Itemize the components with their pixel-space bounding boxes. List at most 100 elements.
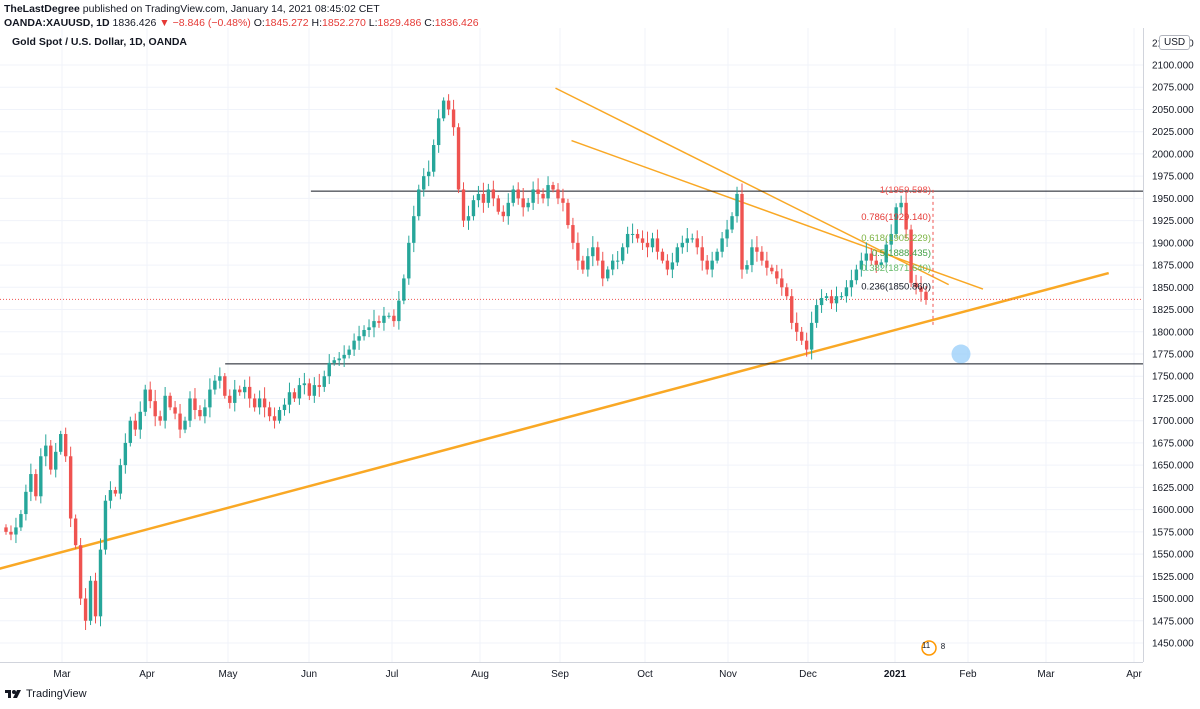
price-axis-bg: [1143, 28, 1200, 688]
candle-body: [804, 340, 809, 350]
trendline-descending-lower: [571, 139, 984, 290]
candle-body: [501, 211, 505, 217]
candle-body: [725, 229, 729, 239]
price-chart[interactable]: 1958.1901763.9281836.42614:14:59 1(1959.…: [0, 28, 1200, 688]
down-arrow-icon: ▼: [159, 17, 170, 29]
time-tick-label: Apr: [139, 669, 155, 680]
candle-body: [327, 362, 331, 377]
candle-body: [238, 389, 242, 393]
candle-body: [640, 238, 645, 243]
candle-body: [208, 389, 212, 408]
tradingview-logo-icon: [5, 690, 21, 698]
open-label: O:: [253, 17, 265, 29]
trendline-ascending-support: [0, 271, 1110, 570]
candle-body: [436, 118, 441, 146]
candle-body: [14, 527, 18, 535]
candle-body: [138, 411, 142, 430]
candle-body: [625, 233, 630, 248]
fib-level-label: 0.236(1850.860): [861, 282, 931, 293]
candle-body: [765, 260, 769, 268]
annotations: 11 8: [921, 344, 971, 656]
symbol-label: OANDA:XAUUSD, 1D: [4, 17, 110, 29]
candle-body: [750, 247, 754, 266]
candle-body: [163, 395, 167, 421]
candle-body: [516, 189, 520, 199]
candle-body: [312, 385, 317, 396]
candle-body: [546, 185, 550, 199]
candle-body: [402, 278, 406, 301]
candle-body: [302, 383, 307, 386]
candle-body: [844, 287, 849, 297]
candle-body: [128, 420, 133, 443]
candle-body: [466, 216, 471, 221]
candle-body: [446, 100, 451, 110]
candle-body: [88, 580, 93, 621]
candle-body: [635, 233, 640, 239]
candle-body: [879, 262, 883, 266]
candle-body: [347, 349, 351, 355]
candle-body: [297, 385, 302, 399]
candle-body: [790, 296, 794, 323]
candle-body: [34, 474, 38, 497]
price-tick-label: 2075.000: [1152, 83, 1194, 94]
candle-body: [476, 193, 481, 201]
candle-body: [576, 242, 580, 261]
candle-body: [168, 395, 172, 408]
fib-level-label: 0.618(1905.229): [861, 233, 931, 244]
candle-body: [282, 404, 287, 411]
price-change: −8.846 (−0.48%): [172, 17, 251, 29]
author-name[interactable]: TheLastDegree: [4, 3, 80, 15]
candle-body: [775, 271, 779, 279]
publish-header: TheLastDegree published on TradingView.c…: [4, 2, 479, 30]
candle-body: [914, 282, 918, 288]
candle-body: [770, 267, 774, 272]
candle-body: [919, 287, 923, 292]
price-tick-label: 1900.000: [1152, 238, 1194, 249]
candle-body: [178, 413, 182, 430]
candle-body: [397, 300, 401, 322]
candle-body: [471, 200, 476, 217]
time-tick-label: Dec: [799, 669, 817, 680]
time-tick-label: 2021: [884, 669, 907, 680]
candle-body: [213, 380, 217, 390]
open-value: 1845.272: [264, 17, 309, 29]
candle-body: [630, 233, 635, 235]
currency-button[interactable]: USD: [1159, 35, 1191, 50]
candle-body: [247, 386, 252, 399]
candle-body: [387, 315, 391, 317]
candle-body: [228, 395, 232, 403]
chart-title: Gold Spot / U.S. Dollar, 1D, OANDA: [12, 36, 188, 48]
close-value: 1836.426: [434, 17, 479, 29]
candle-body: [123, 442, 128, 466]
event-flag-icon: [921, 640, 937, 656]
candle-body: [874, 260, 878, 266]
candle-body: [342, 354, 346, 359]
candle-body: [884, 244, 888, 263]
price-tick-label: 1450.000: [1152, 639, 1194, 650]
published-info: published on TradingView.com, January 14…: [82, 3, 380, 15]
price-tick-label: 2000.000: [1152, 149, 1194, 160]
candle-body: [819, 297, 824, 306]
candle-body: [645, 242, 650, 248]
candle-body: [705, 260, 709, 270]
candle-body: [799, 331, 804, 341]
candle-body: [735, 193, 739, 217]
candle-body: [566, 202, 570, 226]
candle-body: [854, 269, 859, 281]
time-tick-label: Jun: [301, 669, 317, 680]
candle-body: [511, 189, 515, 203]
fib-level-label: 0.382(1871.640): [861, 263, 931, 274]
candle-body: [49, 445, 53, 470]
candle-body: [427, 171, 431, 177]
candle-body: [153, 401, 157, 417]
price-tick-label: 1875.000: [1152, 261, 1194, 272]
price-tick-label: 2100.000: [1152, 61, 1194, 72]
candle-body: [615, 260, 620, 262]
candle-body: [591, 247, 595, 257]
candle-body: [262, 398, 267, 408]
footer-brand[interactable]: TradingView: [4, 688, 87, 700]
price-tick-label: 1600.000: [1152, 505, 1194, 516]
price-tick-label: 1950.000: [1152, 194, 1194, 205]
candle-body: [257, 398, 262, 408]
price-tick-label: 1725.000: [1152, 394, 1194, 405]
